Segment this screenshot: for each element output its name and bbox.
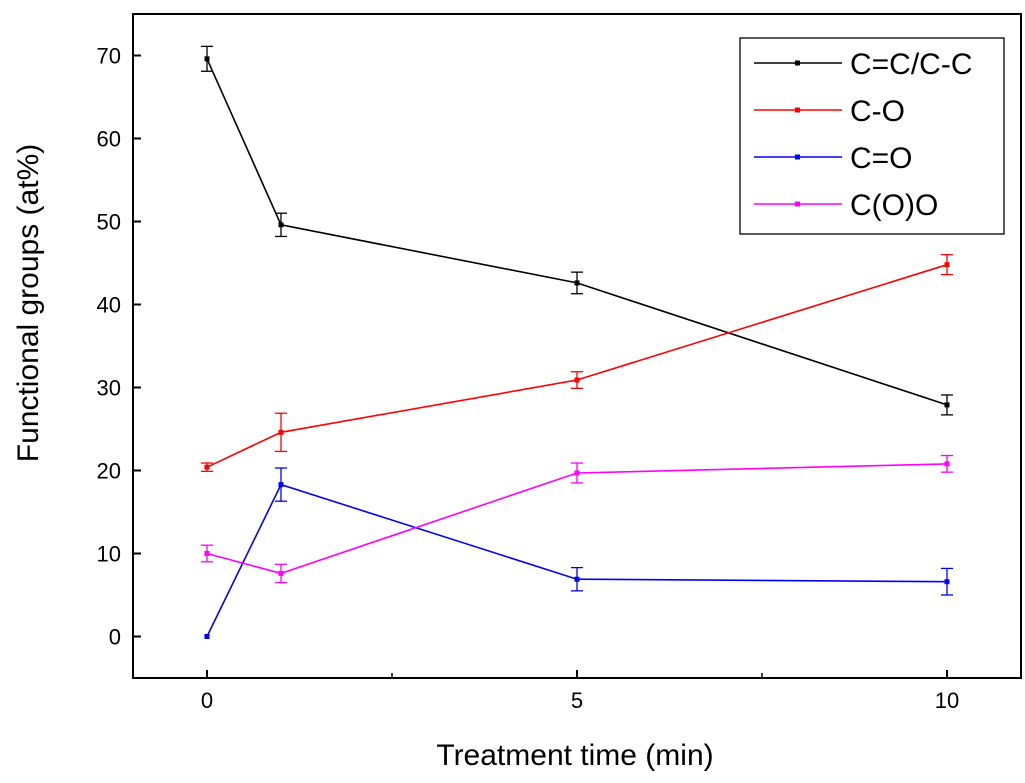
data-point xyxy=(204,551,210,556)
series-2 xyxy=(201,254,953,472)
data-point xyxy=(574,576,580,582)
legend-item: C(O)O xyxy=(754,189,938,222)
legend-swatch-marker xyxy=(795,154,800,160)
series-4 xyxy=(201,454,953,584)
legend-box xyxy=(739,37,1005,235)
legend-item: C=C/C-C xyxy=(754,48,973,81)
data-point xyxy=(944,461,950,467)
data-point xyxy=(944,579,950,585)
series-layer xyxy=(201,45,953,639)
series-3 xyxy=(204,467,953,639)
legend-swatch-marker xyxy=(795,107,800,113)
axes: 0 10 20 30 40 50 60 70 0 5 10 xyxy=(97,44,960,714)
data-point xyxy=(204,634,210,639)
data-point xyxy=(944,402,950,408)
data-point xyxy=(204,464,210,470)
legend-swatch-marker xyxy=(795,60,800,66)
series-line xyxy=(206,463,948,575)
y-tick-label: 40 xyxy=(97,293,121,318)
data-point xyxy=(278,570,284,576)
y-tick-label: 10 xyxy=(97,542,121,567)
series-line xyxy=(206,58,948,406)
y-tick-label: 70 xyxy=(97,44,121,69)
x-tick-label: 0 xyxy=(201,688,213,713)
x-tick-label: 10 xyxy=(935,688,959,713)
y-tick-label: 60 xyxy=(97,127,121,152)
data-point xyxy=(944,262,950,268)
legend-label: C-O xyxy=(850,95,905,128)
legend-label: C=O xyxy=(850,142,913,175)
series-1 xyxy=(201,45,953,416)
data-point xyxy=(204,56,210,62)
legend-label: C(O)O xyxy=(850,189,938,222)
y-tick-label: 0 xyxy=(109,625,121,650)
y-tick-label: 20 xyxy=(97,459,121,484)
data-point xyxy=(278,222,284,228)
data-point xyxy=(278,482,284,488)
legend-item: C-O xyxy=(754,95,905,128)
y-axis-title: Functional groups (at%) xyxy=(12,144,45,463)
data-point xyxy=(574,377,580,383)
data-point xyxy=(278,429,284,435)
data-point xyxy=(574,280,580,286)
series-line xyxy=(206,263,948,468)
data-point xyxy=(574,470,580,476)
legend-swatch-marker xyxy=(795,201,800,207)
x-tick-label: 5 xyxy=(571,688,583,713)
legend-item: C=O xyxy=(754,142,913,175)
x-axis-title: Treatment time (min) xyxy=(436,739,713,772)
legend: C=C/C-C C-O C=O C(O)O xyxy=(739,37,1005,235)
y-tick-label: 30 xyxy=(97,376,121,401)
legend-label: C=C/C-C xyxy=(850,48,973,81)
series-line xyxy=(206,483,948,637)
y-tick-label: 50 xyxy=(97,210,121,235)
